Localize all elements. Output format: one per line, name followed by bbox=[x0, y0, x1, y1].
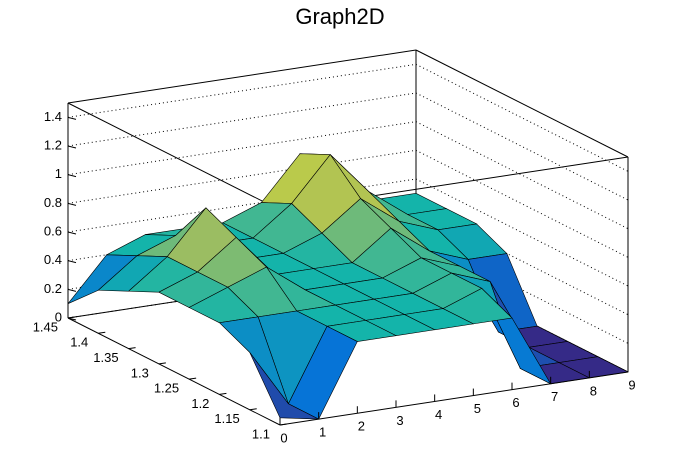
z-tick bbox=[67, 116, 77, 120]
y-tick bbox=[249, 408, 257, 411]
y-tick-label: 1.45 bbox=[33, 319, 58, 334]
z-tick-label: 1.2 bbox=[44, 137, 62, 152]
x-tick-label: 5 bbox=[474, 401, 481, 416]
y-tick bbox=[279, 423, 288, 426]
z-tick-label: 0.6 bbox=[44, 223, 62, 238]
x-tick-label: 1 bbox=[319, 425, 326, 440]
z-tick-label: 0.4 bbox=[44, 252, 62, 267]
y-tick-label: 1.15 bbox=[214, 411, 239, 426]
z-tick bbox=[67, 202, 77, 206]
grid-line bbox=[67, 178, 629, 287]
z-tick bbox=[67, 231, 77, 235]
axis-line bbox=[67, 317, 281, 426]
y-tick bbox=[128, 347, 136, 350]
grid-line bbox=[67, 149, 629, 258]
grid-line bbox=[67, 92, 629, 201]
y-tick-label: 1.2 bbox=[191, 396, 209, 411]
surface-patch bbox=[249, 352, 319, 420]
x-tick-label: 6 bbox=[512, 395, 519, 410]
box-edge bbox=[67, 49, 417, 104]
z-tick-label: 0.8 bbox=[44, 195, 62, 210]
y-tick-label: 1.35 bbox=[93, 350, 118, 365]
grid-line bbox=[67, 121, 629, 230]
x-tick-label: 4 bbox=[435, 407, 442, 422]
chart-title: Graph2D bbox=[295, 4, 384, 29]
z-tick bbox=[67, 145, 77, 149]
x-tick-label: 7 bbox=[551, 389, 558, 404]
box-edge bbox=[415, 49, 629, 158]
z-tick bbox=[67, 174, 77, 178]
z-tick-label: 1 bbox=[55, 166, 62, 181]
y-tick bbox=[67, 316, 76, 319]
box-edge bbox=[67, 102, 281, 211]
y-tick bbox=[158, 362, 166, 365]
axis-line bbox=[279, 371, 629, 426]
x-tick-label: 9 bbox=[628, 377, 635, 392]
x-tick-label: 8 bbox=[590, 383, 597, 398]
x-tick-label: 3 bbox=[396, 413, 403, 428]
y-tick-label: 1.4 bbox=[70, 335, 88, 350]
y-tick-label: 1.25 bbox=[154, 381, 179, 396]
z-tick-label: 0 bbox=[55, 309, 62, 324]
x-tick-label: 0 bbox=[280, 430, 287, 445]
grid-line bbox=[67, 63, 629, 172]
y-tick-label: 1.1 bbox=[252, 426, 270, 441]
z-tick bbox=[67, 288, 77, 292]
y-tick bbox=[189, 377, 197, 380]
y-tick-label: 1.3 bbox=[131, 365, 149, 380]
y-tick bbox=[219, 392, 227, 395]
x-tick-label: 2 bbox=[358, 419, 365, 434]
z-tick-label: 0.2 bbox=[44, 281, 62, 296]
y-tick bbox=[98, 331, 106, 334]
z-tick bbox=[67, 260, 77, 264]
z-tick-label: 1.4 bbox=[44, 109, 62, 124]
